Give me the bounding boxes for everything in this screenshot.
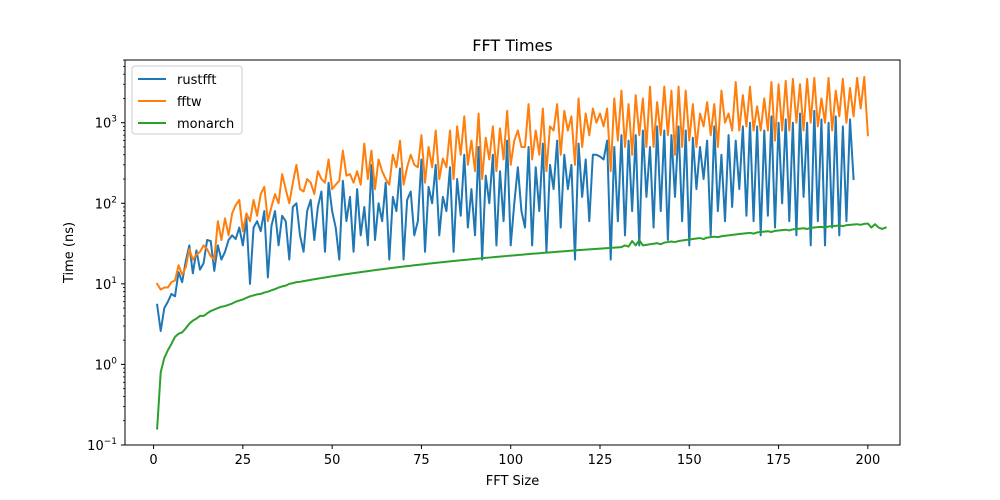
x-tick-label: 25 — [235, 453, 252, 468]
y-tick-label: 102 — [95, 195, 117, 212]
x-tick-label: 75 — [413, 453, 430, 468]
x-tick-label: 175 — [766, 453, 791, 468]
legend-box — [131, 65, 243, 135]
y-tick-label: 100 — [95, 356, 118, 373]
x-tick-label: 200 — [855, 453, 880, 468]
y-tick-label: 101 — [95, 276, 117, 293]
series-lines — [155, 75, 888, 430]
plot-frame — [124, 59, 901, 446]
legend: rustfft fftw monarch — [131, 65, 243, 135]
x-tick-label: 100 — [498, 453, 523, 468]
x-tick-label: 150 — [677, 453, 702, 468]
y-axis-title: Time (ns) — [62, 222, 77, 284]
x-axis-title: FFT Size — [486, 474, 540, 489]
x-tick-label: 50 — [324, 453, 341, 468]
y-axis: 10−1 100 101 102 103 — [87, 59, 125, 454]
y-tick-label: 10−1 — [87, 437, 117, 454]
legend-label-fftw: fftw — [177, 95, 202, 110]
legend-label-monarch: monarch — [177, 117, 234, 132]
x-axis: 0 25 50 75 100 125 150 175 200 — [149, 445, 880, 468]
series-line-rustfft — [156, 109, 855, 332]
x-tick-label: 125 — [588, 453, 613, 468]
legend-label-rustfft: rustfft — [177, 73, 217, 88]
series-line-monarch — [156, 222, 888, 430]
x-tick-label: 0 — [149, 453, 157, 468]
chart-title: FFT Times — [472, 36, 552, 55]
series-line-fftw — [155, 75, 869, 291]
y-tick-label: 103 — [95, 115, 117, 132]
